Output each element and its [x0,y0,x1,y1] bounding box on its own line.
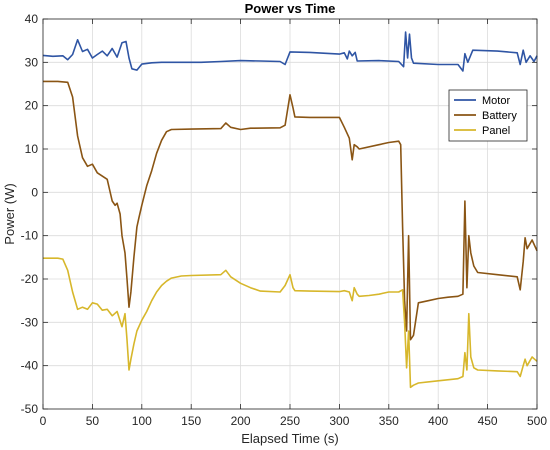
y-tick-label: 40 [25,12,39,26]
x-tick-label: 300 [329,414,349,428]
legend: Motor Battery Panel [448,89,528,142]
x-tick-label: 400 [428,414,448,428]
x-tick-label: 100 [132,414,152,428]
legend-label-motor: Motor [482,95,510,107]
x-tick-label: 500 [527,414,547,428]
legend-label-battery: Battery [482,110,517,122]
y-tick-label: -50 [21,402,39,416]
y-axis-label: Power (W) [2,183,17,244]
y-tick-label: -40 [21,359,39,373]
x-tick-label: 150 [181,414,201,428]
series-line-motor [42,31,538,72]
x-tick-label: 450 [478,414,498,428]
y-tick-label: -10 [21,229,39,243]
axis-ticks: 0 50 100 150 200 250 300 350 400 450 500-50-40-30-… [21,12,548,428]
y-tick-label: 10 [25,142,39,156]
series-layer [42,31,538,389]
series-line-panel [43,257,538,389]
x-tick-label: 0 [40,414,47,428]
x-tick-label: 50 [86,414,100,428]
legend-label-panel: Panel [482,125,510,137]
y-tick-label: 0 [31,185,38,199]
y-tick-label: -20 [21,272,39,286]
x-tick-label: 200 [231,414,251,428]
y-tick-label: 30 [25,55,39,69]
x-tick-label: 350 [379,414,399,428]
x-tick-label: 250 [280,414,300,428]
y-tick-label: -30 [21,315,39,329]
series-line-battery [43,80,538,341]
chart-title: Power vs Time [245,1,336,16]
y-tick-label: 20 [25,99,39,113]
x-axis-label: Elapsed Time (s) [241,431,339,446]
